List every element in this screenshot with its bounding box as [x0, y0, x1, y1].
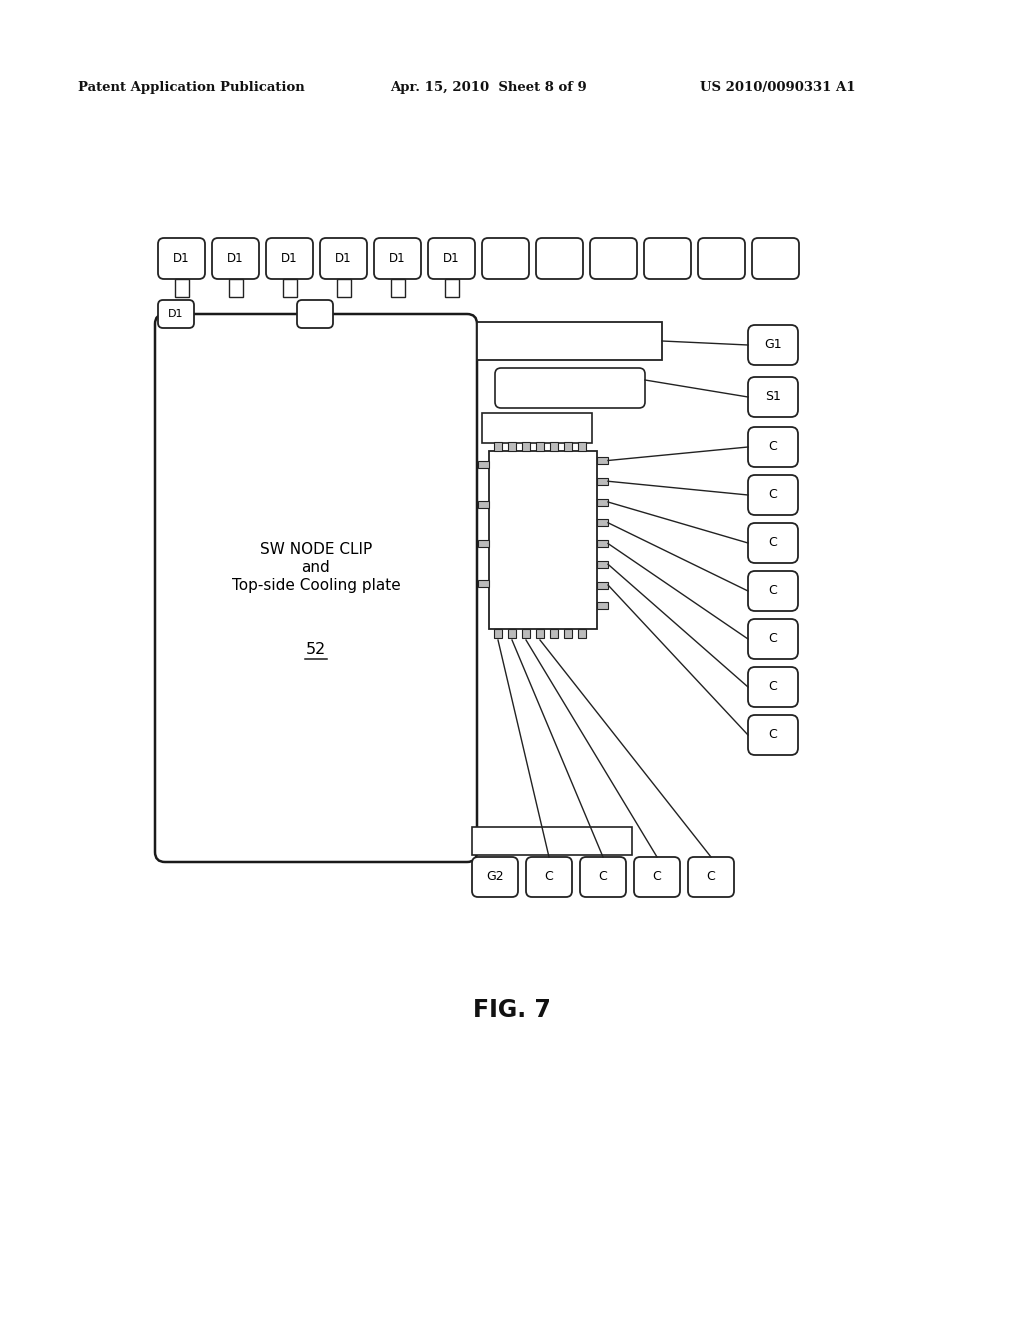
FancyBboxPatch shape — [748, 667, 798, 708]
Bar — [444, 279, 459, 297]
Bar — [578, 442, 586, 451]
FancyBboxPatch shape — [482, 238, 529, 279]
FancyBboxPatch shape — [688, 857, 734, 898]
Text: C: C — [599, 870, 607, 883]
Text: D1: D1 — [389, 252, 406, 265]
FancyBboxPatch shape — [644, 238, 691, 279]
Bar — [578, 630, 586, 638]
Bar — [337, 279, 350, 297]
Text: D1: D1 — [168, 309, 183, 319]
Bar — [597, 478, 608, 484]
FancyBboxPatch shape — [698, 238, 745, 279]
Bar — [228, 279, 243, 297]
Bar — [489, 451, 597, 630]
Text: Patent Application Publication: Patent Application Publication — [78, 82, 305, 95]
FancyBboxPatch shape — [748, 523, 798, 564]
FancyBboxPatch shape — [580, 857, 626, 898]
Bar — [477, 322, 662, 360]
FancyBboxPatch shape — [748, 426, 798, 467]
Bar — [597, 602, 608, 610]
Bar — [550, 442, 558, 451]
Text: FIG. 7: FIG. 7 — [473, 998, 551, 1022]
Bar — [522, 630, 530, 638]
FancyBboxPatch shape — [748, 572, 798, 611]
Bar — [478, 461, 489, 469]
Bar — [597, 561, 608, 568]
Bar — [550, 630, 558, 638]
FancyBboxPatch shape — [319, 238, 367, 279]
Text: D1: D1 — [282, 252, 298, 265]
FancyBboxPatch shape — [155, 314, 477, 862]
Bar — [472, 828, 632, 855]
Text: C: C — [652, 870, 662, 883]
Text: and: and — [302, 560, 331, 576]
Text: G2: G2 — [486, 870, 504, 883]
Bar — [390, 279, 404, 297]
Text: Top-side Cooling plate: Top-side Cooling plate — [231, 578, 400, 593]
Bar — [597, 499, 608, 506]
Text: C: C — [769, 632, 777, 645]
FancyBboxPatch shape — [266, 238, 313, 279]
Bar — [536, 630, 544, 638]
Text: G1: G1 — [764, 338, 781, 351]
Bar — [597, 519, 608, 527]
Bar — [564, 630, 572, 638]
FancyBboxPatch shape — [634, 857, 680, 898]
FancyBboxPatch shape — [374, 238, 421, 279]
FancyBboxPatch shape — [158, 238, 205, 279]
Text: D1: D1 — [173, 252, 189, 265]
Bar — [478, 500, 489, 507]
Bar — [508, 630, 516, 638]
Bar — [597, 457, 608, 465]
Bar — [283, 279, 297, 297]
Text: C: C — [707, 870, 716, 883]
Text: D1: D1 — [227, 252, 244, 265]
Bar — [494, 630, 502, 638]
Text: C: C — [769, 585, 777, 598]
Text: C: C — [769, 729, 777, 742]
FancyBboxPatch shape — [748, 715, 798, 755]
Text: C: C — [769, 681, 777, 693]
FancyBboxPatch shape — [472, 857, 518, 898]
FancyBboxPatch shape — [495, 368, 645, 408]
Bar — [174, 279, 188, 297]
Text: SW NODE CLIP: SW NODE CLIP — [260, 543, 372, 557]
Bar — [478, 579, 489, 586]
Text: C: C — [769, 536, 777, 549]
Bar — [536, 442, 544, 451]
FancyBboxPatch shape — [536, 238, 583, 279]
Text: C: C — [545, 870, 553, 883]
Text: D1: D1 — [335, 252, 352, 265]
Bar — [494, 442, 502, 451]
Bar — [564, 442, 572, 451]
FancyBboxPatch shape — [428, 238, 475, 279]
FancyBboxPatch shape — [526, 857, 572, 898]
Bar — [508, 442, 516, 451]
Text: Apr. 15, 2010  Sheet 8 of 9: Apr. 15, 2010 Sheet 8 of 9 — [390, 82, 587, 95]
Bar — [478, 540, 489, 546]
FancyBboxPatch shape — [158, 300, 194, 327]
Bar — [482, 413, 592, 444]
FancyBboxPatch shape — [297, 300, 333, 327]
Text: US 2010/0090331 A1: US 2010/0090331 A1 — [700, 82, 855, 95]
FancyBboxPatch shape — [748, 378, 798, 417]
Text: C: C — [769, 441, 777, 454]
FancyBboxPatch shape — [212, 238, 259, 279]
FancyBboxPatch shape — [748, 619, 798, 659]
FancyBboxPatch shape — [748, 475, 798, 515]
Bar — [597, 582, 608, 589]
FancyBboxPatch shape — [748, 325, 798, 366]
FancyBboxPatch shape — [752, 238, 799, 279]
Text: 52: 52 — [306, 642, 326, 657]
Text: C: C — [769, 488, 777, 502]
Bar — [522, 442, 530, 451]
Bar — [597, 540, 608, 546]
Text: S1: S1 — [765, 391, 781, 404]
FancyBboxPatch shape — [590, 238, 637, 279]
Text: D1: D1 — [443, 252, 460, 265]
